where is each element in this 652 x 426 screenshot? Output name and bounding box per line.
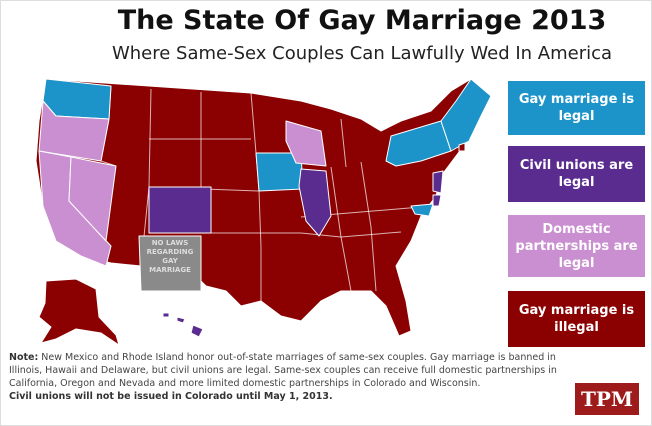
subtitle: Where Same-Sex Couples Can Lawfully Wed … — [111, 43, 613, 64]
hawaii-1 — [162, 312, 170, 318]
new-england — [440, 78, 492, 152]
legend-item: Domestic partnerships are legal — [508, 215, 645, 277]
new-mexico — [138, 235, 202, 292]
colorado — [148, 186, 212, 234]
legend-item: Gay marriage is legal — [508, 81, 645, 135]
note-emphasis: Civil unions will not be issued in Color… — [9, 391, 333, 402]
hawaii-2 — [176, 316, 186, 324]
logo: TPM — [575, 383, 639, 415]
new-mexico-label-line: MARRIAGE — [149, 266, 191, 274]
oregon — [38, 100, 110, 162]
hawaii-3 — [190, 324, 204, 338]
note: Note: New Mexico and Rhode Island honor … — [9, 351, 569, 403]
note-label: Note: — [9, 352, 39, 363]
new-jersey — [432, 170, 444, 194]
illinois — [298, 168, 332, 237]
new-mexico-label-line: GAY — [162, 257, 178, 265]
alaska — [38, 278, 120, 346]
new-mexico-label-line: REGARDING — [147, 248, 194, 256]
wisconsin — [285, 120, 327, 167]
legend-item: Gay marriage is illegal — [508, 291, 645, 347]
note-text: New Mexico and Rhode Island honor out-of… — [9, 352, 557, 389]
title: The State Of Gay Marriage 2013 — [117, 5, 607, 36]
legend-item: Civil unions are legal — [508, 146, 645, 202]
delaware — [432, 194, 442, 207]
nevada — [68, 156, 117, 242]
new-mexico-label-line: NO LAWS — [152, 239, 189, 247]
us-map: NO LAWS REGARDING GAY MARRIAGE — [35, 78, 492, 346]
maryland — [410, 203, 434, 217]
new-mexico-label: NO LAWS REGARDING GAY MARRIAGE — [147, 239, 194, 274]
rhode-island — [458, 142, 466, 152]
